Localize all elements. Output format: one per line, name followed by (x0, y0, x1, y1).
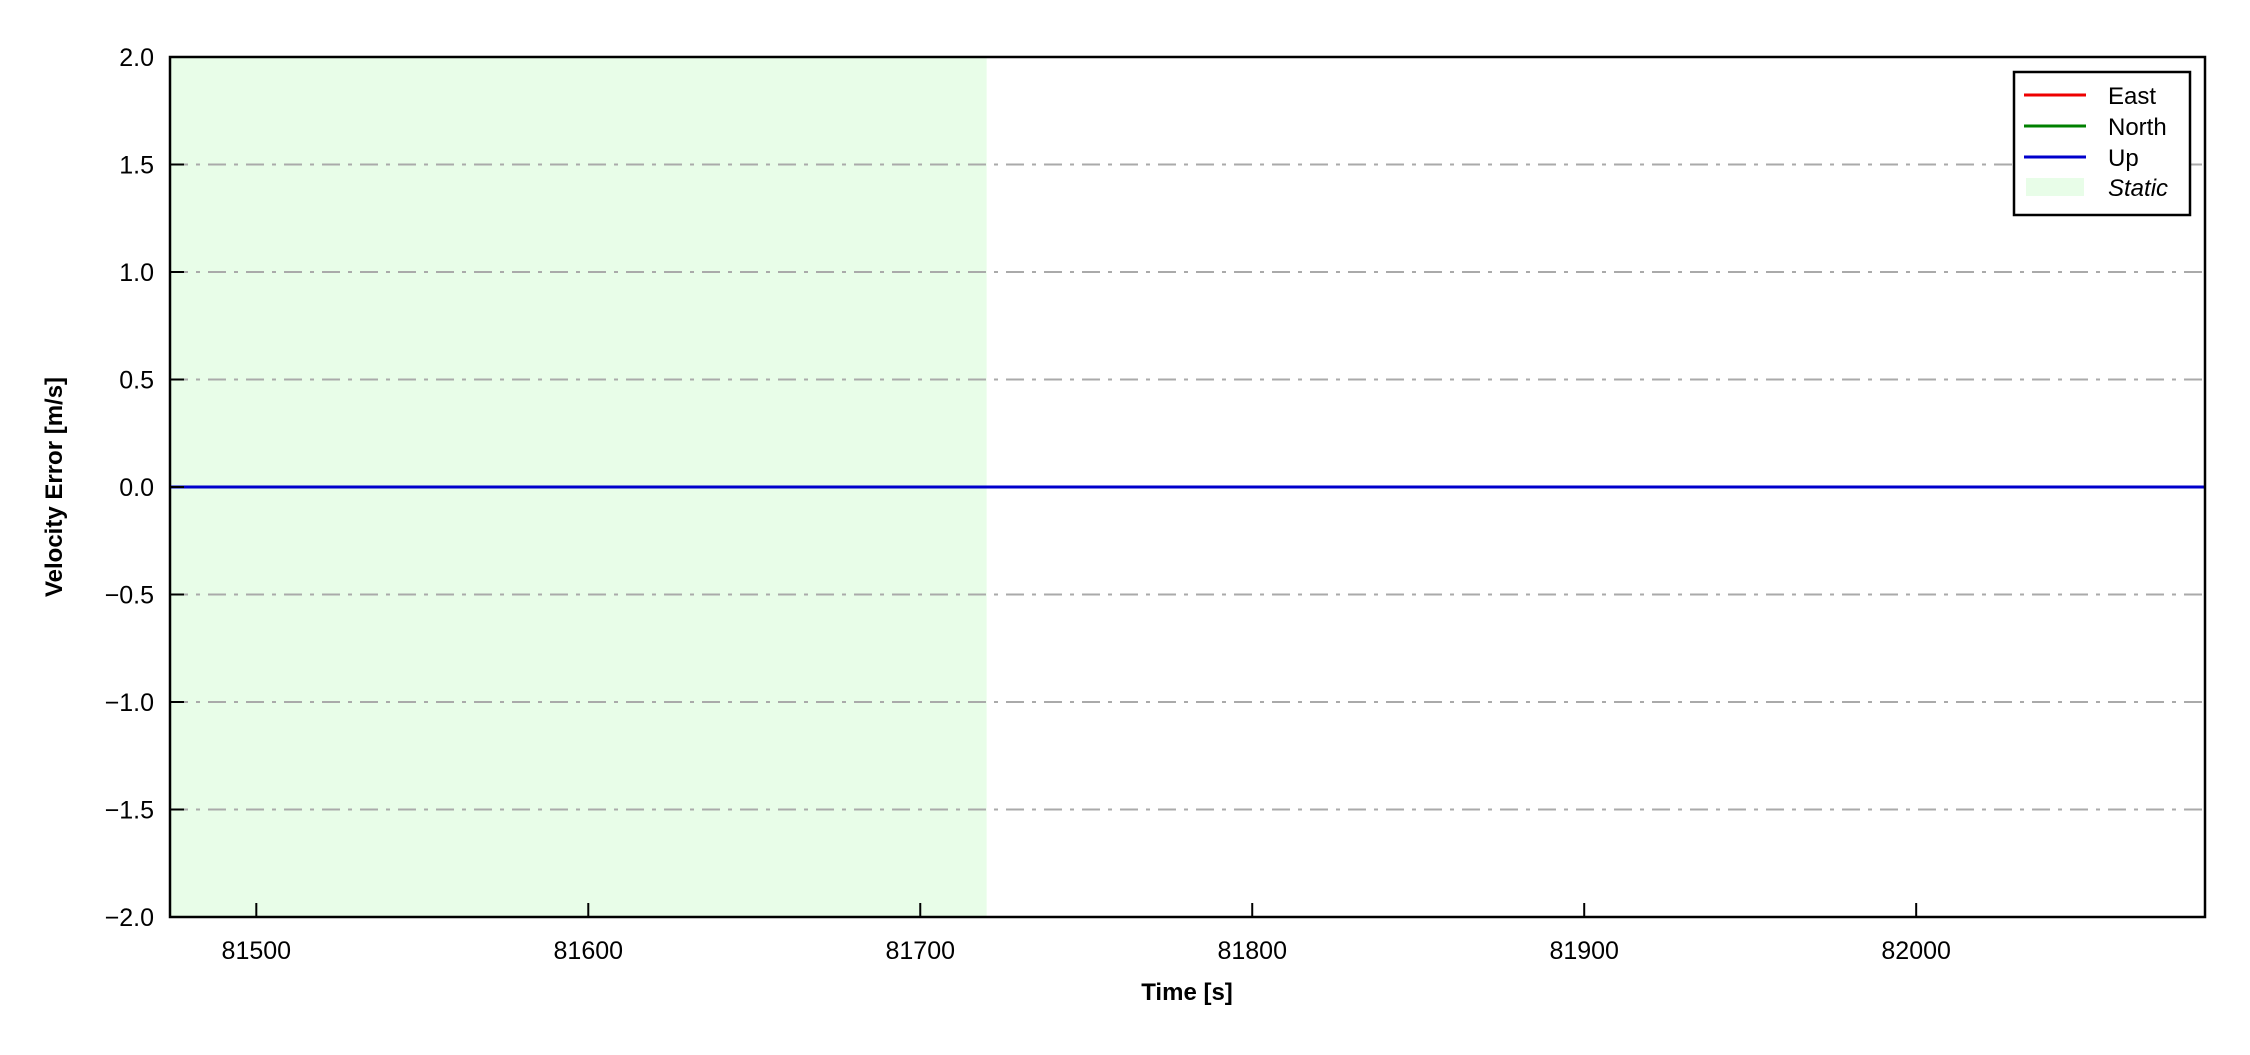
y-tick-label: 2.0 (119, 44, 154, 72)
y-tick-label: −0.5 (105, 582, 154, 610)
legend-label-static: Static (2108, 175, 2168, 202)
y-tick-label: −2.0 (105, 904, 154, 932)
x-tick-label: 82000 (1881, 937, 1951, 965)
y-tick-label: −1.5 (105, 797, 154, 825)
x-tick-label: 81800 (1217, 937, 1287, 965)
y-tick-label: 0.0 (119, 474, 154, 502)
y-axis-label: Velocity Error [m/s] (41, 377, 68, 597)
legend-label-east: East (2108, 83, 2156, 110)
y-tick-label: 0.5 (119, 367, 154, 395)
legend-swatch-static (2026, 178, 2084, 196)
legend: East North Up Static (2012, 70, 2192, 217)
legend-label-north: North (2108, 114, 2167, 141)
x-tick-label: 81500 (222, 937, 292, 965)
y-tick-label: 1.0 (119, 259, 154, 287)
x-axis-label: Time [s] (1141, 979, 1233, 1006)
x-tick-label: 81600 (554, 937, 624, 965)
legend-label-up: Up (2108, 145, 2139, 172)
axis-ticks: 81500 81600 81700 81800 81900 82000 −2.0 −1.5 −1… (105, 44, 1951, 965)
y-tick-label: −1.0 (105, 689, 154, 717)
x-tick-label: 81700 (885, 937, 955, 965)
y-tick-label: 1.5 (119, 152, 154, 180)
x-tick-label: 81900 (1549, 937, 1619, 965)
grid-lines (170, 163, 2205, 811)
